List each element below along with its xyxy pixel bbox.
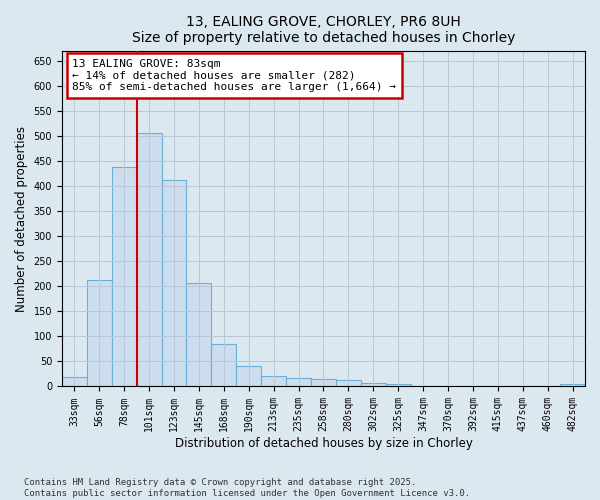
Bar [112,168,137,386]
Bar [311,379,336,386]
Bar [361,383,386,386]
X-axis label: Distribution of detached houses by size in Chorley: Distribution of detached houses by size … [175,437,472,450]
Bar [87,280,112,386]
Bar [187,282,211,387]
Text: 13 EALING GROVE: 83sqm
← 14% of detached houses are smaller (282)
85% of semi-de: 13 EALING GROVE: 83sqm ← 14% of detached… [73,59,397,92]
Title: 13, EALING GROVE, CHORLEY, PR6 8UH
Size of property relative to detached houses : 13, EALING GROVE, CHORLEY, PR6 8UH Size … [132,15,515,45]
Bar [560,384,585,386]
Bar [161,180,187,386]
Bar [286,378,311,386]
Bar [62,378,87,386]
Bar [261,376,286,386]
Text: Contains HM Land Registry data © Crown copyright and database right 2025.
Contai: Contains HM Land Registry data © Crown c… [24,478,470,498]
Bar [386,384,410,386]
Bar [336,380,361,386]
Bar [211,344,236,387]
Bar [137,134,161,386]
Bar [236,366,261,386]
Y-axis label: Number of detached properties: Number of detached properties [15,126,28,312]
